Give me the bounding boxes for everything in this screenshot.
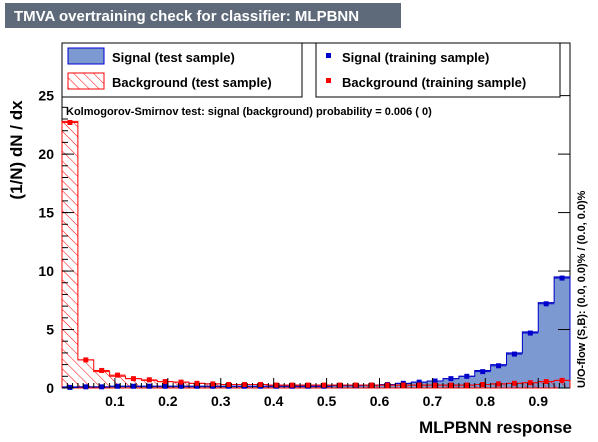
background-training-point bbox=[400, 382, 406, 388]
background-training-point bbox=[162, 379, 168, 385]
background-training-point bbox=[480, 381, 486, 387]
background-test-histogram bbox=[61, 120, 571, 389]
legend-marker-background-training bbox=[326, 78, 331, 83]
signal-training-point bbox=[194, 383, 200, 389]
background-training-point bbox=[448, 382, 454, 388]
background-training-point bbox=[289, 382, 295, 388]
background-training-point bbox=[67, 120, 73, 126]
background-training-point bbox=[257, 381, 263, 387]
background-training-point bbox=[337, 382, 343, 388]
ticks-layer: 0.1 0.2 0.3 0.4 0.5 0.6 0.7 0.8 0.9 0 5 10 15 20 25 bbox=[38, 43, 570, 409]
background-training-point bbox=[369, 382, 375, 388]
background-training-point bbox=[83, 357, 89, 363]
background-training-point bbox=[210, 381, 216, 387]
background-training-point bbox=[432, 382, 438, 388]
signal-training-point bbox=[162, 383, 168, 389]
x-tick-label: 0.6 bbox=[370, 393, 390, 409]
signal-training-point bbox=[464, 373, 470, 379]
background-training-point bbox=[242, 381, 248, 387]
y-tick-label: 5 bbox=[46, 322, 54, 338]
background-training-point bbox=[353, 382, 359, 388]
x-tick-label: 0.8 bbox=[476, 393, 496, 409]
legend-background-test: Background (test sample) bbox=[112, 75, 272, 90]
histogram-layer bbox=[61, 120, 571, 389]
signal-training-point bbox=[480, 369, 486, 375]
background-training-point bbox=[384, 382, 390, 388]
legend-swatch-signal-test bbox=[67, 47, 105, 65]
overflow-label: U/O-flow (S,B): (0.0, 0.0)% / (0.0, 0.0)… bbox=[576, 190, 588, 388]
background-training-point bbox=[130, 376, 136, 382]
background-training-point bbox=[305, 382, 311, 388]
signal-training-point bbox=[511, 351, 517, 357]
x-axis-title: MLPBNN response bbox=[419, 418, 572, 437]
signal-training-point bbox=[527, 330, 533, 336]
legend-point bbox=[326, 53, 331, 58]
x-tick-label: 0.1 bbox=[105, 393, 125, 409]
legend-background-training: Background (training sample) bbox=[342, 75, 526, 90]
background-training-point bbox=[146, 377, 152, 383]
x-tick-label: 0.3 bbox=[211, 393, 231, 409]
background-training-point bbox=[511, 380, 517, 386]
background-training-point bbox=[99, 367, 105, 373]
legend-swatch-background-test bbox=[67, 72, 105, 90]
signal-training-point bbox=[448, 376, 454, 382]
signal-training-point bbox=[146, 383, 152, 389]
background-training-point bbox=[321, 382, 327, 388]
background-training-point bbox=[543, 379, 549, 385]
ks-annotation: Kolmogorov-Smirnov test: signal (backgro… bbox=[66, 106, 432, 118]
background-training-point bbox=[178, 379, 184, 385]
signal-test-histogram bbox=[61, 276, 571, 389]
legend-point bbox=[326, 78, 331, 83]
background-training-point bbox=[464, 382, 470, 388]
signal-training-point bbox=[432, 378, 438, 384]
legend-signal-test: Signal (test sample) bbox=[112, 50, 235, 65]
legend: Signal (test sample) Background (test sa… bbox=[61, 42, 561, 98]
signal-training-point bbox=[543, 301, 549, 307]
signal-training-point bbox=[130, 383, 136, 389]
background-training-point bbox=[416, 382, 422, 388]
background-training-point bbox=[273, 382, 279, 388]
background-training-point bbox=[527, 380, 533, 386]
background-training-point bbox=[115, 372, 121, 378]
background-training-point bbox=[559, 377, 565, 383]
background-training-point bbox=[194, 380, 200, 386]
x-tick-label: 0.9 bbox=[529, 393, 549, 409]
y-tick-label: 15 bbox=[38, 205, 54, 221]
y-tick-label: 25 bbox=[38, 88, 54, 104]
legend-marker-signal-training bbox=[326, 53, 331, 58]
signal-training-point bbox=[559, 275, 565, 281]
background-training-point bbox=[496, 381, 502, 387]
y-tick-label: 20 bbox=[38, 146, 54, 162]
x-tick-label: 0.4 bbox=[264, 393, 284, 409]
signal-training-point bbox=[178, 383, 184, 389]
signal-training-point bbox=[115, 383, 121, 389]
signal-training-point bbox=[83, 384, 89, 390]
signal-training-point bbox=[67, 384, 73, 390]
legend-box-right bbox=[315, 42, 561, 98]
chart-title: TMVA overtraining check for classifier: … bbox=[14, 8, 359, 25]
x-tick-label: 0.7 bbox=[423, 393, 443, 409]
title-box bbox=[5, 3, 401, 28]
y-tick-label: 0 bbox=[46, 380, 54, 396]
x-tick-label: 0.5 bbox=[317, 393, 337, 409]
signal-training-point bbox=[496, 363, 502, 369]
background-training-point bbox=[226, 381, 232, 387]
x-tick-label: 0.2 bbox=[158, 393, 178, 409]
legend-signal-training: Signal (training sample) bbox=[342, 50, 489, 65]
y-tick-label: 10 bbox=[38, 263, 54, 279]
signal-training-point bbox=[416, 379, 422, 385]
points-layer bbox=[62, 120, 570, 390]
y-axis-title: (1/N) dN / dx bbox=[7, 100, 26, 200]
signal-training-point bbox=[99, 384, 105, 390]
